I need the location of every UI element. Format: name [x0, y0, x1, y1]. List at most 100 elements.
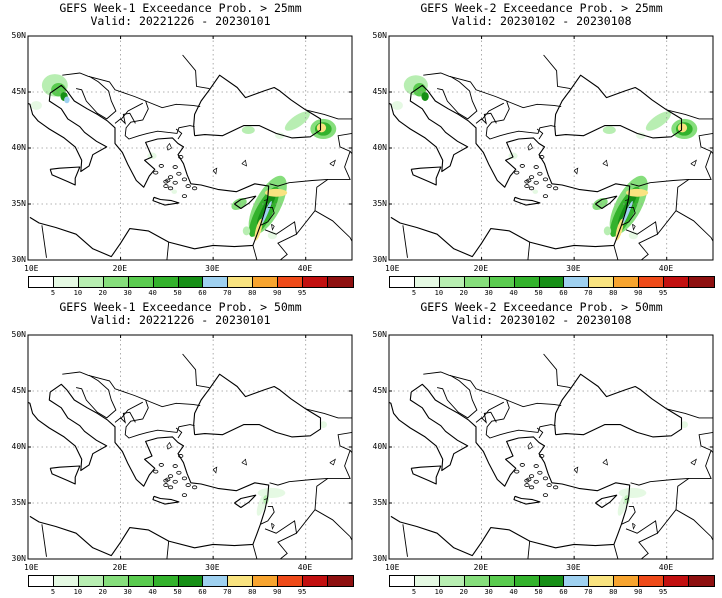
colorbar-tick-label: 10: [434, 289, 444, 297]
lake-outline: [625, 498, 629, 500]
country-border: [481, 401, 505, 420]
colorbar-swatch: [328, 277, 353, 287]
country-border: [638, 532, 658, 559]
country-border: [536, 427, 544, 439]
precip-probability-area: [171, 189, 178, 194]
latitude-label: 45N: [372, 87, 387, 96]
island: [542, 476, 549, 481]
longitude-label: 40E: [297, 563, 313, 572]
coastline: [193, 74, 322, 139]
island: [181, 493, 188, 498]
country-border: [76, 75, 117, 120]
latitude-label: 40N: [11, 442, 26, 451]
country-border: [481, 102, 505, 121]
island: [176, 171, 182, 176]
latitude-label: 35N: [11, 498, 26, 507]
island: [172, 165, 178, 169]
colorbar-swatch: [539, 576, 565, 586]
country-border: [506, 399, 562, 408]
country-border: [621, 206, 636, 226]
precip-probability-area: [319, 421, 328, 428]
colorbar-swatch: [78, 576, 104, 586]
coastline: [49, 465, 81, 485]
longitude-label: 40E: [658, 563, 674, 572]
colorbar-tick-label: 5: [50, 588, 56, 596]
country-border: [41, 225, 47, 258]
island: [165, 477, 171, 482]
island: [546, 184, 552, 188]
colorbar-swatch: [439, 277, 465, 287]
panel-valid-dates: Valid: 20230102 - 20230108: [451, 313, 632, 327]
colorbar-swatch: [464, 576, 490, 586]
colorbar-tick-label: 95: [658, 289, 668, 297]
panel-week2-25mm: GEFS Week-2 Exceedance Prob. > 25mm Vali…: [361, 0, 722, 299]
colorbar-swatch: [539, 277, 565, 287]
country-border: [630, 109, 713, 187]
longitude-label: 40E: [297, 264, 313, 273]
colorbar-tick-label: 20: [459, 289, 468, 297]
coastline: [513, 495, 541, 505]
longitude-label: 40E: [658, 264, 674, 273]
island: [167, 175, 174, 180]
country-border: [269, 109, 352, 187]
panel-title: GEFS Week-2 Exceedance Prob. > 50mm: [420, 300, 663, 314]
latitude-label: 30N: [372, 554, 387, 563]
colorbar-tick-label: 40: [148, 588, 157, 596]
country-border: [252, 245, 258, 260]
island: [539, 454, 545, 458]
colorbar-tick-label: 30: [123, 289, 132, 297]
island: [165, 178, 171, 183]
island: [181, 177, 188, 182]
country-border: [527, 541, 531, 559]
country-border: [277, 233, 297, 260]
colorbar-tick-label: 10: [434, 588, 444, 596]
lake-outline: [271, 223, 275, 231]
coastline: [389, 93, 469, 173]
country-border: [437, 374, 478, 419]
panel-title: GEFS Week-2 Exceedance Prob. > 25mm: [420, 1, 663, 15]
colorbar-tick-label: 60: [198, 588, 207, 596]
island: [514, 170, 520, 175]
colorbar-tick-label: 30: [123, 588, 132, 596]
country-border: [621, 505, 636, 525]
latitude-label: 50N: [372, 31, 387, 40]
colorbar-swatch: [128, 277, 154, 287]
colorbar-swatch: [78, 277, 104, 287]
precip-probability-area: [532, 189, 539, 194]
island: [192, 485, 198, 490]
country-border: [506, 100, 562, 109]
country-border: [175, 427, 183, 439]
lake-outline: [264, 199, 268, 201]
colorbar-tick-label: 70: [584, 588, 593, 596]
country-border: [277, 532, 297, 559]
colorbar-swatch: [689, 576, 714, 586]
island: [528, 485, 535, 490]
colorbar-tick-label: 10: [73, 588, 83, 596]
precip-probability-area: [617, 189, 638, 226]
longitude-label: 10E: [24, 264, 39, 273]
colorbar-tick-label: 20: [98, 289, 107, 297]
country-border: [260, 505, 275, 525]
colorbar-swatch: [589, 277, 615, 287]
coastline: [234, 494, 257, 509]
colorbar-swatch: [228, 576, 254, 586]
island: [163, 483, 169, 487]
latitude-label: 35N: [11, 199, 26, 208]
island: [542, 177, 549, 182]
colorbar-tick-label: 30: [484, 289, 493, 297]
precip-probability-area: [316, 123, 327, 133]
country-border: [182, 353, 210, 389]
country-border: [62, 371, 195, 439]
colorbar-tick-label: 60: [198, 289, 207, 297]
colorbar-tick-label: 50: [173, 588, 182, 596]
colorbar-swatch: [303, 576, 329, 586]
colorbar-tick-label: 70: [223, 289, 232, 297]
lake-outline: [573, 167, 579, 175]
island: [526, 477, 532, 482]
colorbar-swatch: [203, 277, 229, 287]
colorbar-swatch: [278, 277, 304, 287]
coastline: [29, 84, 270, 258]
island: [533, 180, 539, 185]
island: [528, 175, 535, 180]
precip-probability-area: [284, 111, 310, 131]
